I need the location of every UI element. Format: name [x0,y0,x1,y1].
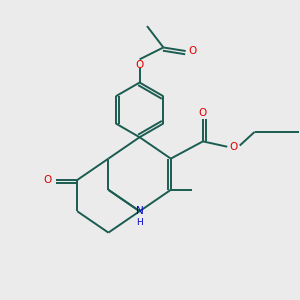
Text: O: O [136,60,144,70]
Text: O: O [188,46,196,56]
Text: N: N [136,206,143,216]
Text: O: O [199,108,207,118]
Text: H: H [136,218,143,227]
Text: O: O [43,175,52,185]
Text: O: O [230,142,238,152]
